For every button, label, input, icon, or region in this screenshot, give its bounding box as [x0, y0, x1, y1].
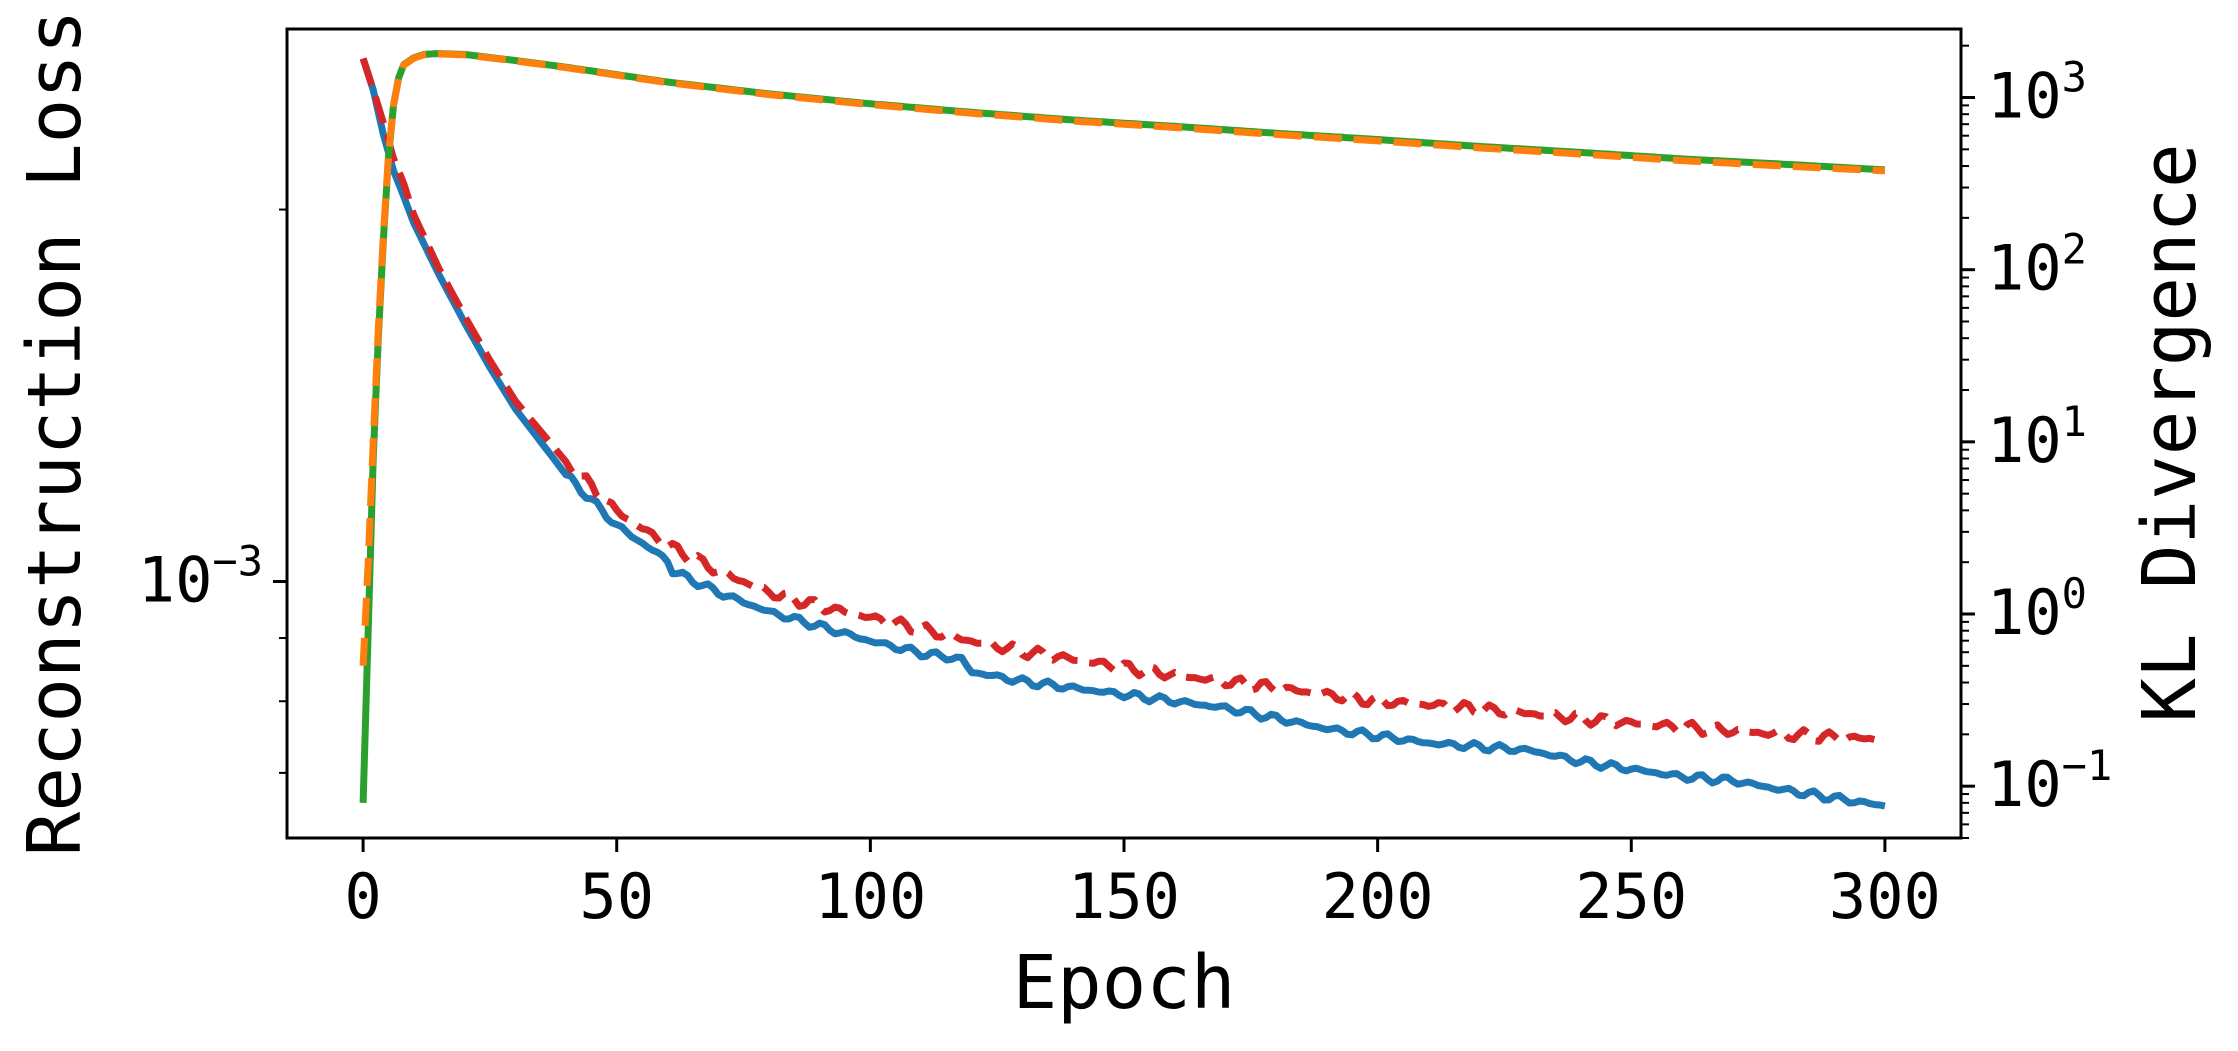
y-right-tick-label: 10−1 [1987, 741, 2112, 821]
y-right-tick-label: 103 [1987, 53, 2087, 133]
x-axis-title: Epoch [1013, 940, 1236, 1026]
y-right-tick-label: 100 [1987, 569, 2087, 649]
series-layer [359, 50, 1887, 810]
x-tick-label: 150 [1068, 860, 1180, 933]
axes-layer: 0 50 100 150 200 250 300 10−3 10−1 100 101 102 103 [138, 44, 2112, 933]
series-line-0 [359, 57, 1886, 810]
x-tick-label: 300 [1829, 860, 1941, 933]
x-tick-label: 100 [814, 860, 926, 933]
series-line-2 [359, 50, 1886, 804]
series-line-3 [359, 50, 1886, 666]
x-tick-label: 0 [344, 860, 381, 933]
y-right-tick-label: 102 [1987, 225, 2087, 305]
x-tick-label: 50 [579, 860, 654, 933]
y-right-axis-title: KL Divergence [2127, 143, 2213, 722]
y-left-axis-title: Reconstruction Loss [12, 10, 98, 856]
y-right-tick-label: 101 [1987, 397, 2087, 477]
x-tick-label: 250 [1575, 860, 1687, 933]
series-line-1 [359, 57, 1887, 745]
x-tick-label: 200 [1322, 860, 1434, 933]
y-left-tick-label: 10−3 [138, 536, 263, 616]
